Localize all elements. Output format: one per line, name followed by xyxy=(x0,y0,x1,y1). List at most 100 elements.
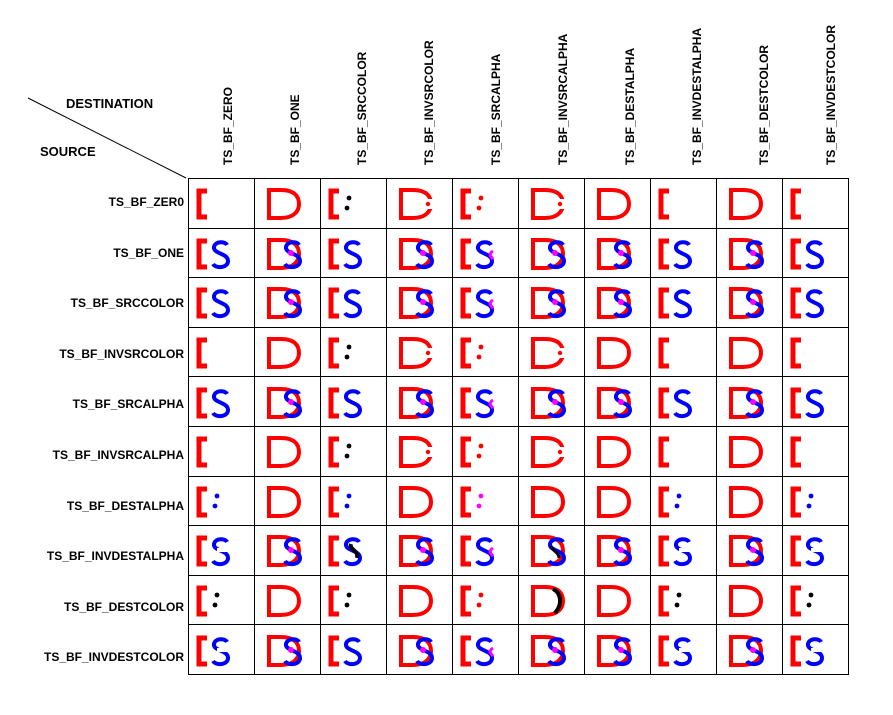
bracket-glyph xyxy=(328,585,339,617)
blend-result-glyph xyxy=(717,378,782,426)
blend-result-glyph xyxy=(189,427,254,475)
column-header-label: TS_BF_SRCALPHA xyxy=(488,53,503,165)
row-header-label: TS_BF_SRCALPHA xyxy=(72,397,184,412)
column-header: TS_BF_SRCALPHA xyxy=(456,0,523,178)
grid-row xyxy=(188,376,849,427)
blend-result-glyph xyxy=(783,576,848,624)
d-glyph xyxy=(267,585,302,618)
blend-result-glyph xyxy=(453,576,518,624)
dot-glyph xyxy=(344,503,350,509)
row-header-label: TS_BF_INVDESTCOLOR xyxy=(43,650,184,665)
blend-result-cell xyxy=(320,178,387,229)
blend-result-glyph xyxy=(255,179,320,227)
bracket-glyph xyxy=(328,188,339,220)
blend-result-cell xyxy=(518,425,585,477)
column-header: TS_BF_ONE xyxy=(255,0,322,178)
blend-result-cell xyxy=(254,475,321,527)
dot-glyph xyxy=(478,195,484,201)
blend-result-glyph xyxy=(783,179,848,227)
grid-row xyxy=(188,178,849,229)
blend-result-cell xyxy=(254,277,321,328)
s-glyph xyxy=(475,289,495,319)
blend-result-cell xyxy=(650,475,717,527)
blend-result-cell xyxy=(716,326,783,378)
blend-result-cell xyxy=(254,425,321,477)
dot-glyph xyxy=(344,205,350,211)
blend-result-glyph xyxy=(585,477,650,525)
blend-result-glyph xyxy=(321,229,386,277)
column-header-label: TS_BF_INVSRCALPHA xyxy=(555,33,570,165)
blend-result-cell xyxy=(518,326,585,378)
blend-result-glyph xyxy=(585,378,650,426)
d-glyph xyxy=(597,436,632,469)
blend-result-glyph xyxy=(651,477,716,525)
blend-result-cell xyxy=(650,624,717,675)
s-glyph xyxy=(475,388,495,418)
blend-result-glyph xyxy=(255,328,320,376)
blend-result-cell xyxy=(386,326,453,378)
blend-result-glyph xyxy=(519,576,584,624)
blend-result-glyph xyxy=(651,576,716,624)
d-glyph xyxy=(399,485,434,518)
blend-result-glyph xyxy=(783,278,848,326)
blend-result-glyph xyxy=(255,278,320,326)
d-glyph xyxy=(531,485,566,518)
blend-result-cell xyxy=(518,376,585,427)
blend-result-cell xyxy=(188,475,255,527)
bracket-glyph xyxy=(196,535,207,567)
bracket-glyph xyxy=(658,486,669,518)
blend-result-glyph xyxy=(189,328,254,376)
blend-result-glyph xyxy=(783,427,848,475)
bracket-glyph xyxy=(460,486,471,518)
blend-result-glyph xyxy=(783,626,848,674)
blend-result-cell xyxy=(452,525,519,576)
blend-result-glyph xyxy=(783,378,848,426)
blend-result-cell xyxy=(452,624,519,675)
blend-result-glyph xyxy=(321,477,386,525)
bracket-glyph xyxy=(790,387,801,419)
blend-result-cell xyxy=(782,277,849,328)
blend-result-glyph xyxy=(387,626,452,674)
dot-glyph xyxy=(344,602,350,608)
blend-result-cell xyxy=(386,525,453,576)
blend-result-glyph xyxy=(387,378,452,426)
blend-result-glyph xyxy=(717,229,782,277)
blend-result-cell xyxy=(782,326,849,378)
blend-result-cell xyxy=(584,178,651,229)
blend-result-glyph xyxy=(189,576,254,624)
source-label: SOURCE xyxy=(40,144,96,159)
blend-result-cell xyxy=(188,574,255,626)
dot-glyph xyxy=(478,443,484,449)
blend-result-glyph xyxy=(453,278,518,326)
s-glyph xyxy=(343,388,363,418)
grid-row xyxy=(188,574,849,626)
bracket-glyph xyxy=(658,585,669,617)
d-glyph xyxy=(531,585,566,618)
row-header-label: TS_BF_DESTCOLOR xyxy=(63,599,184,614)
bracket-glyph xyxy=(328,535,339,567)
blend-result-cell xyxy=(518,525,585,576)
blend-result-cell xyxy=(518,178,585,229)
dot-glyph xyxy=(346,443,352,449)
blend-result-cell xyxy=(254,376,321,427)
blend-result-cell xyxy=(386,178,453,229)
bracket-glyph xyxy=(196,387,207,419)
blend-result-cell xyxy=(320,326,387,378)
dot-glyph xyxy=(674,503,680,509)
grid-row xyxy=(188,326,849,378)
row-header-label: TS_BF_ONE xyxy=(113,245,184,260)
blend-result-glyph xyxy=(321,427,386,475)
bracket-glyph xyxy=(328,287,339,319)
d-glyph xyxy=(597,485,632,518)
blend-result-glyph xyxy=(189,229,254,277)
blend-result-cell xyxy=(782,475,849,527)
s-glyph xyxy=(475,240,495,269)
bracket-glyph xyxy=(658,287,669,319)
blend-result-cell xyxy=(254,525,321,576)
bracket-glyph xyxy=(790,585,801,617)
s-glyph xyxy=(805,240,825,269)
bracket-glyph xyxy=(790,238,801,270)
s-glyph xyxy=(211,388,231,418)
blend-result-glyph xyxy=(717,526,782,574)
bracket-glyph xyxy=(196,486,207,518)
